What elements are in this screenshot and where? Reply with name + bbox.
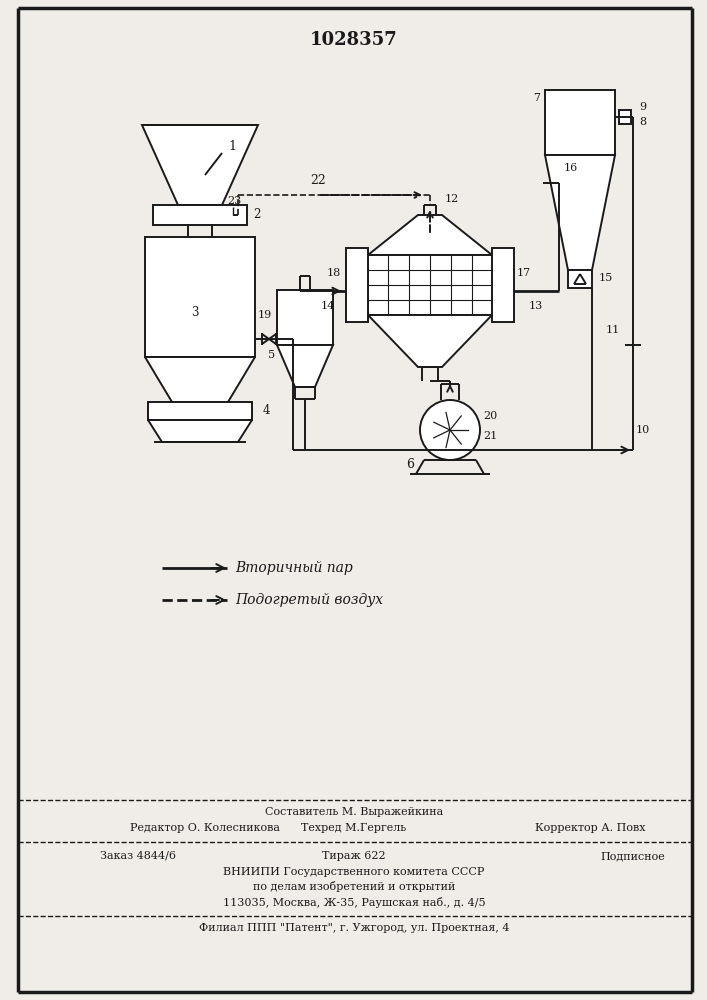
- Text: 16: 16: [564, 163, 578, 173]
- Bar: [492, 248, 514, 322]
- Text: 17: 17: [517, 268, 531, 278]
- Text: Подписное: Подписное: [600, 851, 665, 861]
- Text: ВНИИПИ Государственного комитета СССР: ВНИИПИ Государственного комитета СССР: [223, 867, 485, 877]
- Bar: [368, 255, 493, 315]
- Polygon shape: [368, 315, 492, 367]
- Text: 9: 9: [639, 102, 647, 112]
- Bar: [545, 90, 615, 155]
- Bar: [619, 110, 631, 124]
- Text: 14: 14: [321, 301, 335, 311]
- Text: 3: 3: [192, 306, 199, 318]
- Bar: [145, 237, 255, 357]
- Text: 22: 22: [310, 174, 326, 188]
- Bar: [346, 248, 368, 322]
- Bar: [148, 402, 252, 420]
- Text: Тираж 622: Тираж 622: [322, 851, 386, 861]
- Text: Составитель М. Выражейкина: Составитель М. Выражейкина: [265, 807, 443, 817]
- Polygon shape: [277, 345, 333, 387]
- Text: 19: 19: [258, 310, 272, 320]
- Polygon shape: [545, 155, 615, 270]
- Text: по делам изобретений и открытий: по делам изобретений и открытий: [253, 882, 455, 892]
- Text: 21: 21: [483, 431, 497, 441]
- Text: 5: 5: [269, 350, 276, 360]
- Text: 1: 1: [228, 140, 236, 153]
- Text: 23: 23: [227, 196, 241, 206]
- Text: Вторичный пар: Вторичный пар: [235, 561, 353, 575]
- Text: 2: 2: [253, 209, 261, 222]
- Polygon shape: [145, 357, 255, 402]
- Text: 4: 4: [262, 403, 270, 416]
- Text: Техред М.Гергель: Техред М.Гергель: [301, 823, 407, 833]
- Polygon shape: [148, 420, 252, 442]
- Bar: [568, 270, 592, 288]
- Text: 1028357: 1028357: [310, 31, 398, 49]
- Text: 6: 6: [406, 458, 414, 471]
- Text: 18: 18: [327, 268, 341, 278]
- Text: 113035, Москва, Ж-35, Раушская наб., д. 4/5: 113035, Москва, Ж-35, Раушская наб., д. …: [223, 896, 485, 908]
- Bar: [277, 290, 333, 345]
- Polygon shape: [368, 215, 492, 255]
- Text: 11: 11: [606, 325, 620, 335]
- Text: 7: 7: [534, 93, 540, 103]
- Text: Корректор А. Повх: Корректор А. Повх: [534, 823, 645, 833]
- Text: 8: 8: [639, 117, 647, 127]
- Text: 15: 15: [599, 273, 613, 283]
- Text: Заказ 4844/6: Заказ 4844/6: [100, 851, 176, 861]
- Text: 20: 20: [483, 411, 497, 421]
- Circle shape: [420, 400, 480, 460]
- Bar: [153, 205, 247, 225]
- Text: Филиал ППП "Патент", г. Ужгород, ул. Проектная, 4: Филиал ППП "Патент", г. Ужгород, ул. Про…: [199, 923, 509, 933]
- Text: 10: 10: [636, 425, 650, 435]
- Text: Редактор О. Колесникова: Редактор О. Колесникова: [130, 823, 280, 833]
- Text: 13: 13: [529, 301, 543, 311]
- Polygon shape: [142, 125, 258, 205]
- Text: Подогретый воздух: Подогретый воздух: [235, 593, 383, 607]
- Text: 12: 12: [445, 194, 459, 204]
